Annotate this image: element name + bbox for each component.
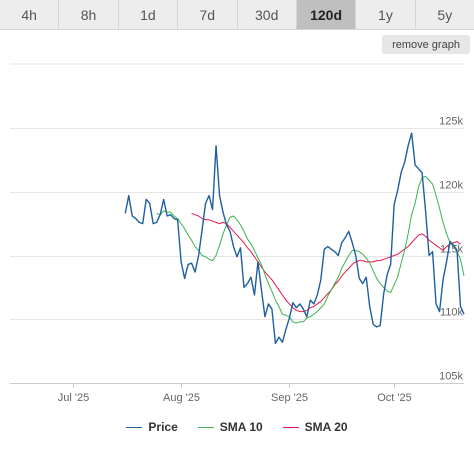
x-axis-ticks: Jul '25 Aug '25 Sep '25 Oct '25: [58, 383, 412, 404]
x-tick-label: Oct '25: [377, 392, 412, 404]
legend-item-sma-20[interactable]: SMA 20: [282, 420, 348, 434]
x-tick-label: Aug '25: [163, 392, 200, 404]
tab-120d[interactable]: 120d: [296, 0, 357, 29]
legend-label-sma-20: SMA 20: [304, 420, 348, 434]
grid-lines: [10, 63, 464, 384]
y-tick-label: 120k: [439, 180, 463, 192]
legend-item-sma-10[interactable]: SMA 10: [197, 420, 263, 434]
chart-legend: Price SMA 10 SMA 20: [0, 420, 474, 434]
legend-label-sma-10: SMA 10: [219, 420, 263, 434]
time-range-tabs: 4h 8h 1d 7d 30d 120d 1y 5y: [0, 0, 474, 30]
y-tick-label: 105k: [439, 371, 463, 383]
x-tick-label: Sep '25: [271, 392, 308, 404]
series-line-price: [124, 132, 465, 345]
tab-30d[interactable]: 30d: [238, 0, 297, 29]
tab-1y[interactable]: 1y: [356, 0, 416, 29]
remove-graph-button[interactable]: remove graph: [382, 35, 470, 54]
legend-swatch-sma-20: [282, 426, 299, 428]
tab-8h[interactable]: 8h: [59, 0, 119, 29]
y-tick-label: 125k: [439, 116, 463, 128]
tab-4h[interactable]: 4h: [0, 0, 60, 29]
series-line-sma-20: [191, 212, 461, 313]
y-tick-label: 110k: [440, 307, 464, 319]
x-tick-label: Jul '25: [58, 392, 89, 404]
series-line-sma-10: [156, 175, 465, 324]
legend-swatch-sma-10: [197, 426, 214, 428]
tab-7d[interactable]: 7d: [178, 0, 238, 29]
series-lines: [124, 132, 465, 345]
tab-1d[interactable]: 1d: [119, 0, 179, 29]
legend-swatch-price: [126, 426, 143, 428]
legend-item-price[interactable]: Price: [126, 420, 178, 434]
tab-5y[interactable]: 5y: [437, 6, 453, 23]
legend-label-price: Price: [148, 420, 178, 434]
